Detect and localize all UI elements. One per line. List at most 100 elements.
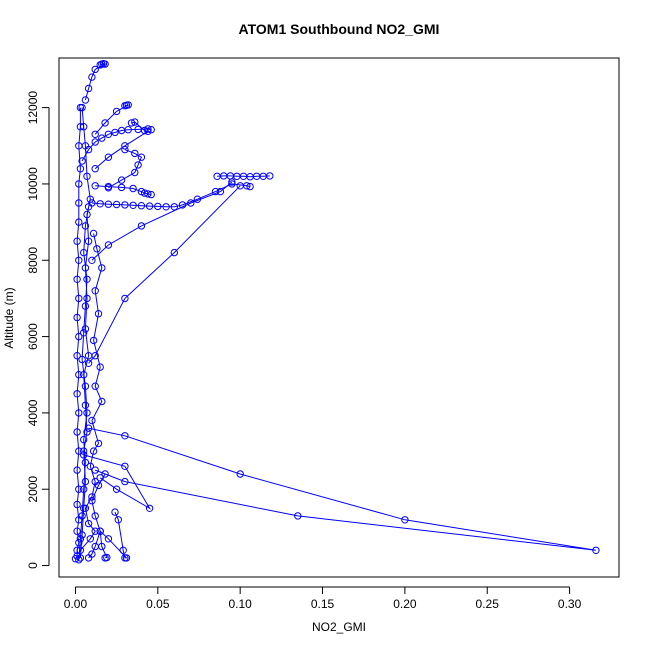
data-point — [81, 382, 90, 390]
x-axis-label: NO2_GMI — [312, 620, 366, 634]
data-point — [75, 539, 83, 547]
data-point — [75, 516, 83, 524]
data-point — [294, 512, 302, 520]
data-point — [76, 546, 85, 554]
data-point — [81, 477, 90, 486]
data-point — [131, 149, 139, 158]
data-point — [121, 462, 129, 470]
data-series — [84, 424, 600, 554]
data-point — [94, 439, 103, 448]
data-point — [91, 477, 99, 486]
data-point — [134, 161, 142, 169]
data-point — [84, 554, 93, 562]
series-line — [217, 175, 270, 178]
data-point — [103, 553, 111, 562]
data-point — [140, 189, 149, 197]
data-point — [75, 485, 83, 493]
x-tick-label: 0.10 — [228, 597, 252, 611]
data-point — [114, 516, 123, 524]
data-point — [104, 241, 113, 249]
data-point — [73, 527, 81, 535]
data-series — [71, 103, 85, 563]
series-layer — [71, 60, 600, 564]
data-point — [91, 287, 99, 295]
data-point — [111, 128, 119, 137]
data-series — [80, 451, 154, 512]
data-point — [137, 202, 146, 210]
data-point — [117, 183, 126, 192]
data-point — [91, 130, 99, 139]
data-point — [121, 432, 129, 440]
data-series — [91, 182, 155, 199]
data-point — [137, 153, 146, 161]
data-point — [129, 201, 137, 210]
data-point — [170, 203, 179, 211]
data-point — [83, 172, 91, 181]
data-point — [121, 142, 129, 150]
series-line — [88, 511, 128, 559]
data-point — [131, 168, 139, 177]
data-point — [101, 119, 109, 127]
data-point — [228, 180, 236, 188]
data-point — [91, 138, 99, 146]
data-series — [213, 172, 274, 181]
y-tick-label: 10000 — [26, 167, 40, 201]
data-point — [121, 201, 129, 209]
data-point — [592, 546, 600, 554]
data-point — [73, 552, 81, 560]
data-point — [124, 126, 132, 134]
data-point — [111, 508, 119, 516]
data-point — [84, 424, 93, 432]
data-point — [76, 103, 85, 112]
data-point — [75, 294, 83, 303]
data-point — [80, 447, 88, 455]
data-point — [80, 329, 88, 337]
data-point — [104, 184, 113, 192]
x-tick-label: 0.20 — [393, 597, 417, 611]
data-point — [101, 470, 109, 478]
data-point — [73, 390, 81, 398]
y-tick-label: 12000 — [26, 91, 40, 125]
data-point — [73, 275, 81, 283]
data-point — [144, 125, 152, 133]
data-point — [96, 200, 104, 208]
data-point — [91, 527, 99, 535]
data-point — [145, 504, 154, 512]
data-point — [84, 84, 93, 93]
data-series — [104, 145, 146, 192]
x-tick-label: 0.15 — [311, 597, 335, 611]
data-point — [98, 264, 106, 272]
data-point — [91, 165, 99, 173]
data-point — [236, 182, 244, 190]
y-tick-label: 8000 — [26, 247, 40, 274]
data-point — [112, 485, 121, 493]
data-point — [75, 256, 83, 264]
series-line — [79, 107, 91, 558]
data-point — [75, 332, 83, 341]
data-point — [84, 519, 93, 528]
data-point — [147, 190, 155, 199]
data-point — [73, 500, 81, 509]
data-series — [88, 180, 254, 211]
data-point — [98, 397, 106, 406]
data-point — [75, 371, 83, 379]
x-tick-label: 0.00 — [64, 597, 88, 611]
data-point — [81, 401, 90, 409]
data-point — [187, 199, 195, 207]
data-series — [76, 103, 95, 562]
data-point — [211, 187, 220, 196]
data-point — [80, 248, 88, 257]
data-point — [83, 428, 91, 436]
data-point — [121, 145, 129, 154]
series-line — [83, 454, 151, 510]
series-line — [108, 149, 143, 189]
data-point — [134, 125, 142, 134]
x-axis: 0.00 0.05 0.10 0.15 0.20 0.25 0.30 — [64, 586, 582, 611]
data-series — [81, 60, 109, 104]
data-point — [75, 180, 83, 188]
plot-frame — [58, 57, 620, 578]
data-point — [170, 248, 179, 257]
data-point — [91, 382, 99, 390]
data-point — [73, 428, 81, 436]
data-point — [75, 447, 83, 455]
